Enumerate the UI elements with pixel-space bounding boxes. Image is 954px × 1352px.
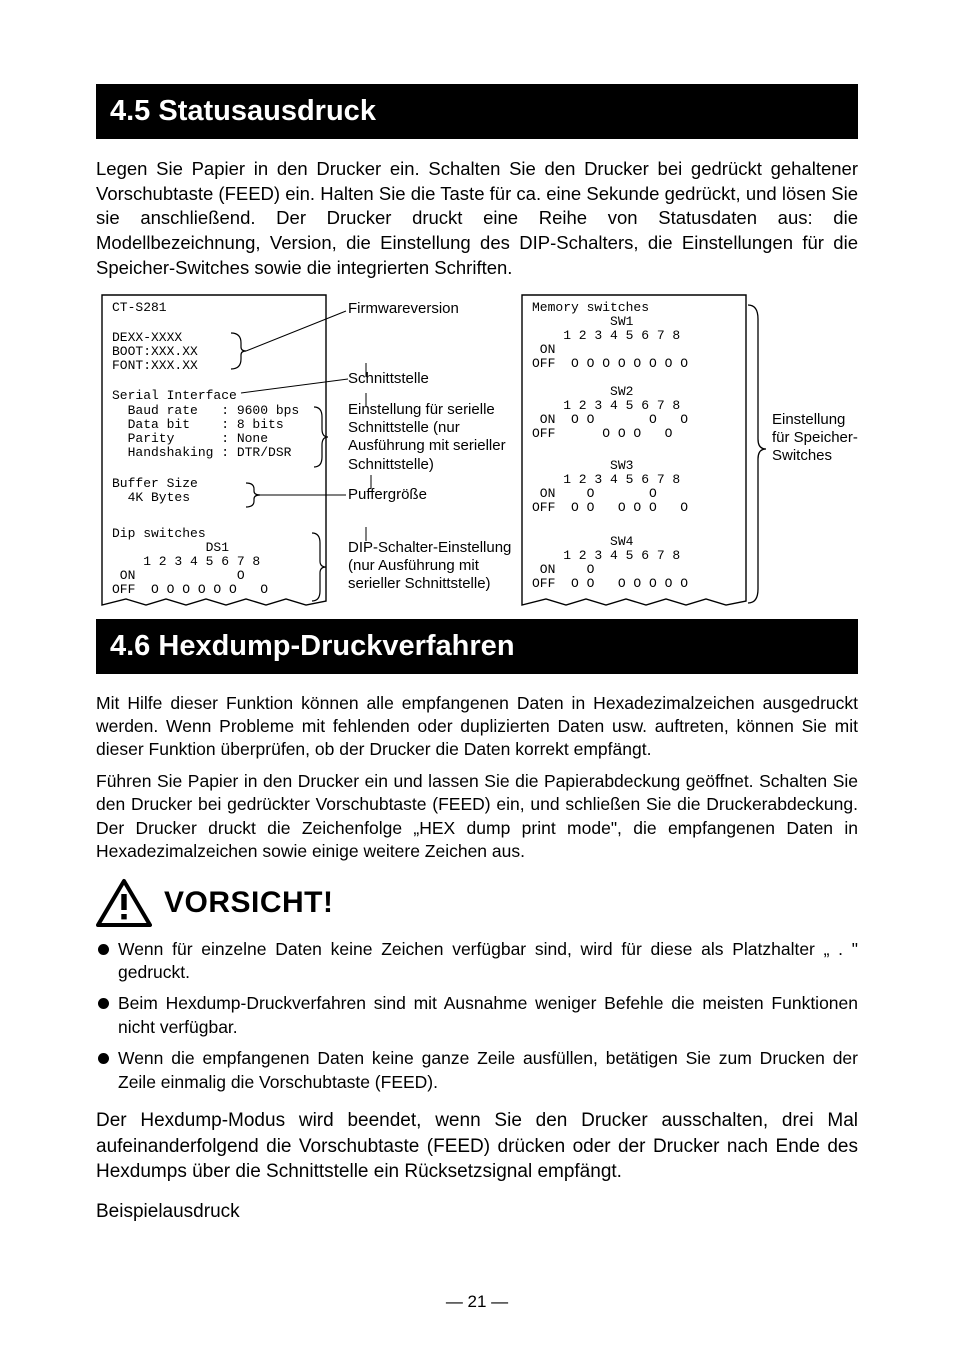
section-4-6-paragraph-2: Führen Sie Papier in den Drucker ein und… bbox=[96, 770, 858, 864]
section-4-6-paragraph-3: Der Hexdump-Modus wird beendet, wenn Sie… bbox=[96, 1108, 858, 1184]
page-number: — 21 — bbox=[0, 1292, 954, 1312]
section-4-5-paragraph: Legen Sie Papier in den Drucker ein. Sch… bbox=[96, 157, 858, 281]
sw2-off: OFF O O O O bbox=[532, 427, 672, 442]
status-print-diagram: CT-S281 DEXX-XXXX BOOT:XXX.XX FONT:XXX.X… bbox=[96, 289, 858, 609]
sw3-off: OFF O O O O O O bbox=[532, 501, 688, 516]
label-firmware: Firmwareversion bbox=[348, 300, 459, 318]
caution-label: VORSICHT! bbox=[164, 886, 334, 920]
printout-if4: Handshaking : DTR/DSR bbox=[112, 446, 291, 461]
printout-if-header: Serial Interface bbox=[112, 389, 237, 404]
printout-dip-off: OFF O O O O O O O bbox=[112, 583, 268, 598]
label-dip-setting: DIP-Schalter-Einstellung (nur Ausführung… bbox=[348, 539, 526, 594]
printout-fw3: FONT:XXX.XX bbox=[112, 359, 198, 374]
caution-row: VORSICHT! bbox=[96, 878, 858, 928]
printout-buf1: 4K Bytes bbox=[112, 491, 190, 506]
sw1-off: OFF O O O O O O O O bbox=[532, 357, 688, 372]
label-mem-setting: Einstellung für Speicher-Switches bbox=[772, 411, 858, 466]
label-serial-setting: Einstellung für serielle Schnittstelle (… bbox=[348, 401, 518, 474]
warning-icon bbox=[96, 878, 152, 928]
section-4-6-title: 4.6 Hexdump-Druckverfahren bbox=[96, 619, 858, 674]
page: 4.5 Statusausdruck Legen Sie Papier in d… bbox=[0, 0, 954, 1352]
sw4-off: OFF O O O O O O O bbox=[532, 577, 688, 592]
example-printout-label: Beispielausdruck bbox=[96, 1199, 858, 1224]
caution-bullets: Wenn für einzelne Daten keine Zeichen ve… bbox=[96, 938, 858, 1095]
bullet-1: Wenn für einzelne Daten keine Zeichen ve… bbox=[96, 938, 858, 985]
printout-model: CT-S281 bbox=[112, 301, 167, 316]
label-buffer-size: Puffergröße bbox=[348, 486, 427, 504]
section-4-5-title: 4.5 Statusausdruck bbox=[96, 84, 858, 139]
section-4-6-paragraph-1: Mit Hilfe dieser Funktion können alle em… bbox=[96, 692, 858, 762]
bullet-3: Wenn die empfangenen Daten keine ganze Z… bbox=[96, 1047, 858, 1094]
label-interface: Schnittstelle bbox=[348, 370, 429, 388]
bullet-2: Beim Hexdump-Druckverfahren sind mit Aus… bbox=[96, 992, 858, 1039]
